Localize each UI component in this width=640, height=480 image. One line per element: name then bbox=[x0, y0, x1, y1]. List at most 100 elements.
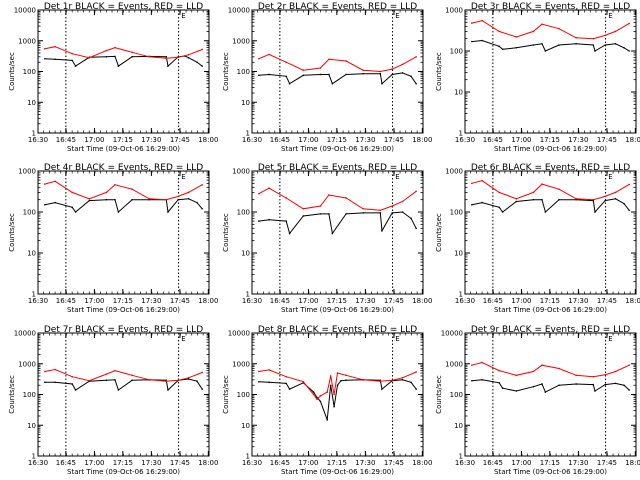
data-point bbox=[54, 180, 56, 183]
lld-series-line bbox=[471, 361, 630, 378]
data-point bbox=[312, 393, 315, 396]
data-point bbox=[105, 379, 108, 382]
data-point bbox=[501, 48, 504, 51]
data-point bbox=[345, 73, 347, 76]
y-tick-label: 1 bbox=[246, 291, 250, 299]
x-tick-label: 17:30 bbox=[141, 459, 161, 467]
data-point bbox=[187, 378, 190, 380]
plot-frame bbox=[37, 170, 210, 295]
x-tick-label: 18:00 bbox=[198, 459, 218, 467]
x-tick-label: 16:45 bbox=[483, 136, 503, 144]
y-tick-label: 100 bbox=[450, 391, 463, 399]
y-axis-label: Counts/sec bbox=[222, 213, 230, 252]
data-point bbox=[481, 361, 483, 364]
data-point bbox=[328, 194, 330, 196]
data-point bbox=[481, 201, 483, 204]
data-point bbox=[381, 82, 383, 85]
data-point bbox=[148, 197, 150, 200]
data-point bbox=[302, 74, 305, 77]
data-point bbox=[285, 197, 288, 199]
data-point bbox=[117, 389, 120, 391]
data-point bbox=[165, 198, 168, 201]
data-point bbox=[114, 184, 116, 186]
data-point bbox=[628, 389, 630, 391]
x-axis-label: Start Time (09-Oct-06 16:29:00) bbox=[494, 145, 607, 153]
data-point bbox=[381, 388, 383, 390]
data-point bbox=[592, 375, 595, 378]
data-point bbox=[333, 405, 335, 408]
detector-panel: Det 4r BLACK = Events, RED = LLD 1 10 100 10… bbox=[8, 163, 218, 314]
lld-series-line bbox=[471, 180, 630, 201]
y-tick-label: 10000 bbox=[441, 330, 463, 338]
data-point bbox=[592, 198, 595, 201]
data-point bbox=[196, 201, 198, 204]
data-point bbox=[592, 37, 595, 40]
data-point bbox=[285, 375, 288, 378]
y-axis-label: Counts/sec bbox=[435, 52, 443, 91]
y-tick-label: 1000 bbox=[232, 168, 250, 176]
x-tick-label: 17:15 bbox=[540, 459, 560, 467]
y-tick-label: 1 bbox=[459, 130, 463, 138]
data-point bbox=[498, 369, 501, 372]
panel-title: Det 4r BLACK = Events, RED = LLD bbox=[44, 163, 203, 173]
data-point bbox=[167, 65, 169, 67]
data-point bbox=[177, 56, 180, 59]
data-point bbox=[628, 183, 630, 186]
data-point bbox=[131, 374, 133, 377]
data-point bbox=[515, 36, 518, 38]
y-tick-label: 10 bbox=[27, 250, 36, 258]
x-tick-label: 18:00 bbox=[412, 136, 432, 144]
lld-series-line bbox=[44, 46, 203, 59]
data-point bbox=[54, 201, 56, 204]
events-series-line bbox=[471, 379, 630, 393]
events-series-line bbox=[44, 378, 203, 392]
data-point bbox=[532, 370, 535, 373]
data-point bbox=[105, 373, 108, 375]
data-point bbox=[532, 191, 535, 194]
x-tick-label: 16:45 bbox=[56, 136, 76, 144]
data-point bbox=[71, 383, 73, 385]
events-series-line bbox=[44, 198, 203, 214]
data-point bbox=[114, 55, 116, 58]
data-point bbox=[379, 209, 382, 212]
data-point bbox=[319, 213, 322, 215]
y-tick-label: 1 bbox=[459, 291, 463, 299]
events-series-line bbox=[258, 72, 417, 85]
x-tick-label: 17:30 bbox=[568, 459, 588, 467]
data-point bbox=[345, 197, 347, 199]
data-point bbox=[575, 197, 577, 200]
data-point bbox=[333, 393, 335, 396]
x-tick-label: 17:00 bbox=[511, 459, 531, 467]
x-tick-label: 17:15 bbox=[113, 136, 133, 144]
data-point bbox=[105, 49, 108, 52]
data-point bbox=[628, 364, 630, 366]
data-point bbox=[44, 183, 46, 185]
data-point bbox=[614, 382, 617, 385]
lld-series-line bbox=[471, 20, 630, 40]
x-axis-label: Start Time (09-Oct-06 16:29:00) bbox=[281, 306, 394, 314]
x-tick-label: 16:45 bbox=[56, 459, 76, 467]
detector-panel: Det 6r BLACK = Events, RED = LLD 1 10 100 10… bbox=[435, 163, 640, 314]
data-point bbox=[117, 65, 120, 67]
y-tick-label: 10000 bbox=[228, 330, 250, 338]
data-point bbox=[481, 39, 483, 42]
data-point bbox=[165, 57, 168, 60]
data-point bbox=[114, 46, 116, 49]
x-tick-label: 17:45 bbox=[597, 297, 617, 305]
x-axis-label: Start Time (09-Oct-06 16:29:00) bbox=[281, 468, 394, 476]
x-tick-label: 16:30 bbox=[455, 297, 475, 305]
event-flag: E bbox=[608, 335, 612, 343]
events-series-line bbox=[258, 211, 417, 235]
x-tick-label: 18:00 bbox=[625, 136, 640, 144]
data-point bbox=[336, 372, 339, 374]
data-point bbox=[541, 23, 543, 26]
y-axis-label: Counts/sec bbox=[222, 375, 230, 414]
data-point bbox=[345, 374, 347, 377]
data-point bbox=[328, 73, 330, 76]
x-tick-label: 17:45 bbox=[597, 136, 617, 144]
panel-title: Det 5r BLACK = Events, RED = LLD bbox=[258, 163, 417, 173]
data-point bbox=[575, 36, 577, 39]
data-point bbox=[481, 19, 483, 22]
y-tick-label: 10 bbox=[241, 250, 250, 258]
